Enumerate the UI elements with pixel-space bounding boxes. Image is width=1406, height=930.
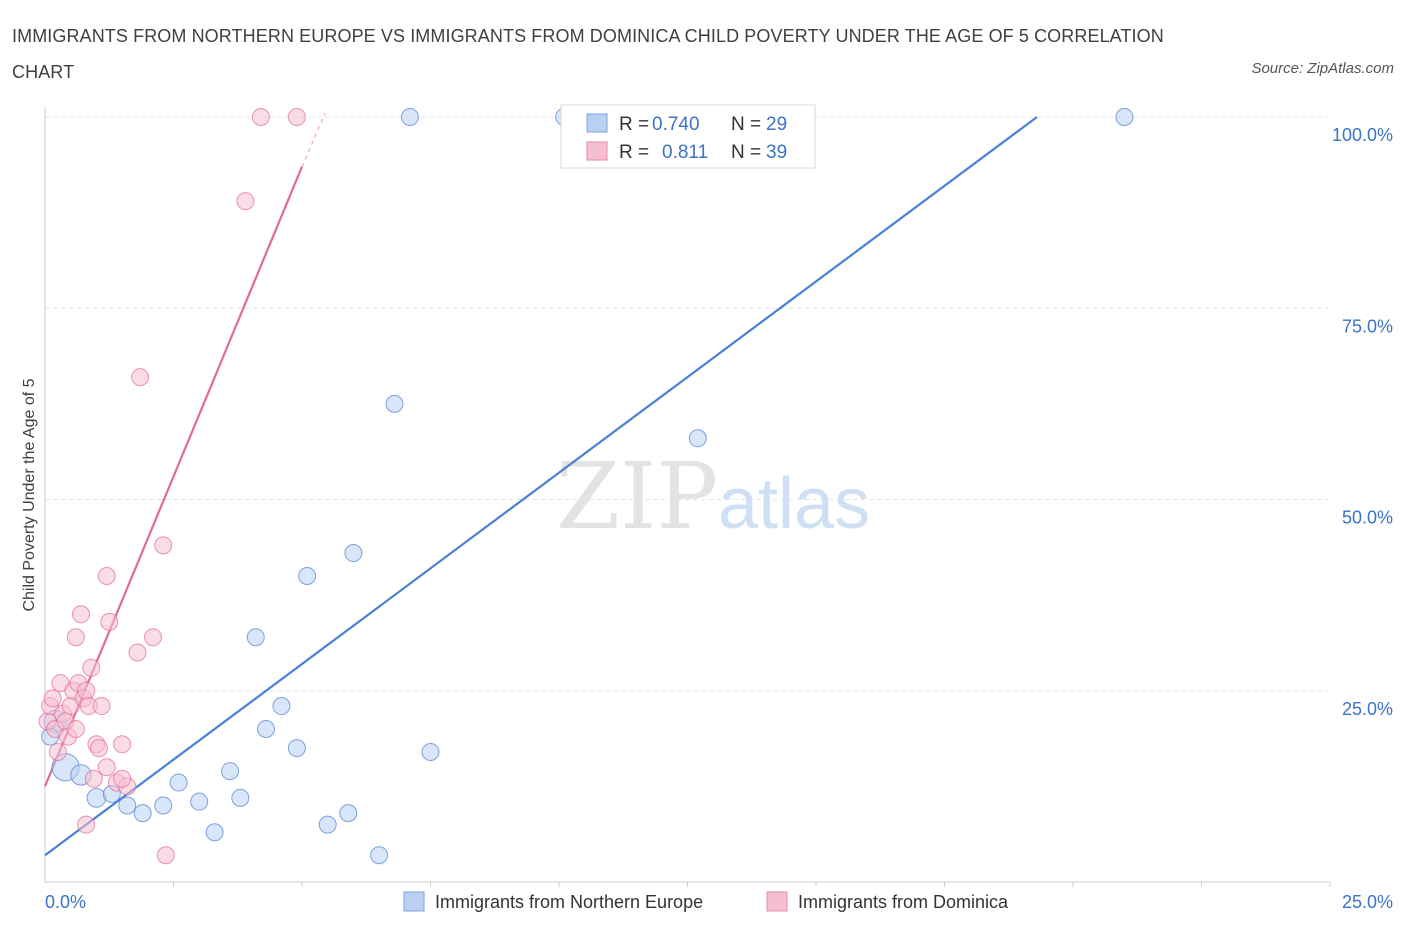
point-dominica	[84, 769, 103, 788]
y-tick-label: 25.0%	[1342, 699, 1393, 719]
series-legend: Immigrants from Northern Europe Immigran…	[403, 891, 1009, 912]
point-northern-europe	[205, 823, 224, 842]
point-dominica	[92, 697, 111, 716]
legend-swatch-pink	[586, 141, 608, 161]
point-northern-europe	[221, 762, 240, 781]
point-dominica	[89, 739, 108, 758]
watermark-atlas: atlas	[718, 464, 870, 544]
point-dominica	[156, 846, 175, 865]
legend-n-label-1: N =	[731, 114, 761, 135]
legend-r-label-2: R =	[619, 142, 649, 163]
legend-n-value-1: 29	[766, 114, 787, 135]
point-dominica	[236, 192, 255, 211]
legend-r-value-1: 0.740	[652, 114, 700, 135]
point-dominica	[113, 735, 132, 754]
point-dominica	[97, 567, 116, 585]
point-dominica	[43, 689, 62, 708]
x-tick-label: 25.0%	[1342, 892, 1393, 912]
y-tick-label: 75.0%	[1342, 316, 1393, 336]
point-dominica	[154, 536, 173, 555]
point-northern-europe	[400, 108, 419, 126]
point-dominica	[143, 628, 162, 647]
point-dominica	[71, 605, 90, 624]
point-northern-europe	[421, 742, 440, 761]
y-axis-title: Child Poverty Under the Age of 5	[21, 378, 38, 611]
point-dominica	[77, 681, 96, 700]
data-points	[38, 108, 1134, 865]
point-dominica	[128, 643, 147, 662]
point-northern-europe	[257, 720, 276, 738]
point-northern-europe	[370, 846, 389, 865]
legend-label-northern-europe: Immigrants from Northern Europe	[435, 892, 703, 912]
legend-swatch-northern-europe	[403, 891, 425, 912]
y-tick-label: 100.0%	[1332, 125, 1393, 145]
tick-labels: 25.0% 50.0% 75.0% 100.0% 0.0% 25.0%	[45, 125, 1393, 912]
point-northern-europe	[86, 788, 107, 808]
point-northern-europe	[169, 773, 188, 792]
point-dominica	[100, 612, 119, 631]
point-dominica	[113, 769, 132, 788]
axes	[44, 107, 1331, 887]
point-dominica	[82, 658, 101, 677]
point-dominica	[287, 108, 306, 126]
point-northern-europe	[272, 697, 291, 716]
correlation-legend: R = 0.740 N = 29 R = 0.811 N = 39	[560, 104, 816, 169]
point-dominica	[66, 628, 85, 647]
point-northern-europe	[246, 628, 265, 647]
point-northern-europe	[133, 804, 152, 823]
trend-lines	[43, 112, 1038, 857]
legend-label-dominica: Immigrants from Dominica	[798, 892, 1009, 912]
legend-r-label-1: R =	[619, 114, 649, 135]
point-dominica	[131, 368, 150, 387]
point-northern-europe	[231, 788, 250, 807]
y-tick-label: 50.0%	[1342, 508, 1393, 528]
chart-title: IMMIGRANTS FROM NORTHERN EUROPE VS IMMIG…	[12, 26, 1164, 82]
point-northern-europe	[154, 796, 173, 815]
point-dominica	[97, 758, 116, 777]
trend-line-dominica-extension	[301, 112, 326, 167]
point-dominica	[66, 720, 85, 738]
point-northern-europe	[688, 429, 707, 448]
point-northern-europe	[190, 792, 209, 811]
point-dominica	[48, 742, 67, 761]
legend-n-value-2: 39	[766, 142, 787, 163]
point-northern-europe	[298, 567, 317, 585]
point-northern-europe	[287, 739, 306, 758]
source-label: Source: ZipAtlas.com	[1251, 60, 1394, 77]
point-dominica	[251, 108, 270, 126]
point-dominica	[77, 815, 96, 834]
legend-r-value-2: 0.811	[662, 142, 708, 163]
x-tick-label: 0.0%	[45, 892, 86, 912]
legend-swatch-dominica	[766, 891, 788, 912]
point-northern-europe	[318, 815, 337, 834]
point-northern-europe	[118, 796, 137, 815]
point-northern-europe	[344, 544, 363, 563]
watermark-zip: ZIP	[556, 443, 718, 550]
point-northern-europe	[1115, 108, 1134, 126]
trend-line-northern-europe	[44, 116, 1038, 857]
watermark: ZIP atlas	[556, 443, 870, 550]
legend-swatch-blue	[586, 113, 608, 133]
legend-n-label-2: N =	[731, 142, 761, 163]
point-northern-europe	[385, 394, 404, 413]
point-northern-europe	[339, 804, 358, 823]
